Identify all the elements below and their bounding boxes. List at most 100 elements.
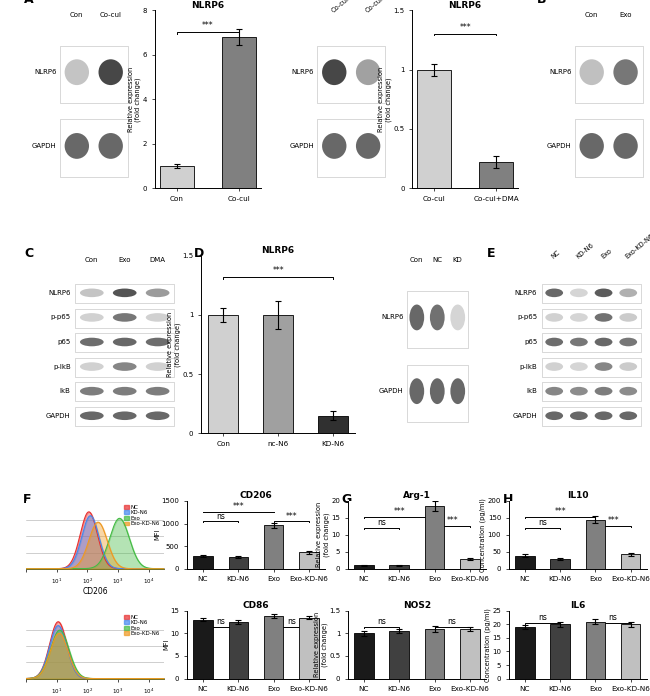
Text: Co-cul: Co-cul <box>330 0 350 14</box>
Bar <box>193 556 213 569</box>
Bar <box>425 506 444 569</box>
Ellipse shape <box>545 363 563 371</box>
Text: Exo: Exo <box>619 12 632 17</box>
Text: Con: Con <box>85 257 99 263</box>
Bar <box>575 46 642 103</box>
Ellipse shape <box>80 363 103 371</box>
Text: NLRP6: NLRP6 <box>549 69 571 75</box>
Y-axis label: MFI: MFI <box>163 639 169 650</box>
Text: Exo-KD-N6: Exo-KD-N6 <box>625 232 650 260</box>
Bar <box>460 629 480 679</box>
Text: ns: ns <box>377 617 386 626</box>
Text: ns: ns <box>216 512 225 521</box>
Bar <box>75 407 174 426</box>
Ellipse shape <box>545 289 563 297</box>
Bar <box>75 308 174 328</box>
Bar <box>229 557 248 569</box>
Text: KD: KD <box>453 257 463 263</box>
Text: Exo: Exo <box>600 247 613 260</box>
Ellipse shape <box>545 313 563 322</box>
Ellipse shape <box>64 133 89 159</box>
Text: ***: *** <box>285 512 297 521</box>
Ellipse shape <box>570 387 588 395</box>
Ellipse shape <box>322 59 346 85</box>
Ellipse shape <box>619 363 637 371</box>
Text: Con: Con <box>70 12 84 17</box>
Ellipse shape <box>619 411 637 420</box>
Bar <box>479 162 514 188</box>
Legend: NC, KD-N6, Exo, Exo-KD-N6: NC, KD-N6, Exo, Exo-KD-N6 <box>123 614 161 638</box>
Ellipse shape <box>619 387 637 395</box>
Text: GAPDH: GAPDH <box>547 143 571 149</box>
Ellipse shape <box>146 289 170 297</box>
Text: Con: Con <box>410 257 424 263</box>
Bar <box>60 46 127 103</box>
Bar <box>389 565 409 569</box>
Text: F: F <box>23 493 31 506</box>
Bar <box>542 382 641 402</box>
Bar <box>551 624 570 679</box>
Ellipse shape <box>430 305 445 331</box>
Ellipse shape <box>99 133 123 159</box>
Ellipse shape <box>146 411 170 420</box>
Text: p-p65: p-p65 <box>51 315 71 320</box>
Ellipse shape <box>113 289 136 297</box>
Ellipse shape <box>356 59 380 85</box>
Bar <box>222 37 256 188</box>
Bar <box>193 620 213 679</box>
Text: ***: *** <box>233 502 244 511</box>
Bar <box>229 622 248 679</box>
Text: p-p65: p-p65 <box>517 315 538 320</box>
Text: IkB: IkB <box>526 388 538 394</box>
Legend: NC, KD-N6, Exo, Exo-KD-N6: NC, KD-N6, Exo, Exo-KD-N6 <box>123 504 161 528</box>
Ellipse shape <box>619 289 637 297</box>
Text: GAPDH: GAPDH <box>289 143 314 149</box>
Bar <box>299 553 318 569</box>
Ellipse shape <box>356 133 380 159</box>
Text: ***: *** <box>447 516 458 525</box>
Bar <box>263 315 293 434</box>
Text: D: D <box>194 247 203 260</box>
Y-axis label: Relative expression
(fold change): Relative expression (fold change) <box>378 67 392 132</box>
Text: ***: *** <box>272 266 284 275</box>
Text: NLRP6: NLRP6 <box>515 290 538 296</box>
Text: NLRP6: NLRP6 <box>34 69 57 75</box>
Title: NLRP6: NLRP6 <box>261 246 294 255</box>
Ellipse shape <box>595 387 612 395</box>
Text: H: H <box>502 493 513 506</box>
Ellipse shape <box>614 59 638 85</box>
Text: ns: ns <box>287 617 296 626</box>
Bar <box>317 120 385 177</box>
Bar <box>299 617 318 679</box>
Y-axis label: Relative expression
(fold change): Relative expression (fold change) <box>127 67 141 132</box>
Ellipse shape <box>545 387 563 395</box>
Bar <box>60 120 127 177</box>
Ellipse shape <box>146 363 170 371</box>
Text: NLRP6: NLRP6 <box>292 69 314 75</box>
X-axis label: CD206: CD206 <box>82 587 108 596</box>
Bar <box>551 559 570 569</box>
Ellipse shape <box>595 313 612 322</box>
Text: GAPDH: GAPDH <box>379 388 404 394</box>
Y-axis label: Relative expression
(fold change): Relative expression (fold change) <box>314 612 328 677</box>
Bar <box>621 624 640 679</box>
Text: Exo: Exo <box>118 257 131 263</box>
Ellipse shape <box>99 59 123 85</box>
Ellipse shape <box>570 313 588 322</box>
Bar <box>460 559 480 569</box>
Text: IkB: IkB <box>60 388 71 394</box>
Text: ***: *** <box>460 23 471 32</box>
Ellipse shape <box>410 305 424 331</box>
Ellipse shape <box>619 313 637 322</box>
Title: CD86: CD86 <box>242 601 269 610</box>
Bar <box>417 70 451 188</box>
Text: C: C <box>24 247 33 260</box>
Text: ns: ns <box>538 613 547 622</box>
Ellipse shape <box>595 363 612 371</box>
Bar <box>575 120 642 177</box>
Text: DMA: DMA <box>150 257 166 263</box>
Text: E: E <box>487 247 495 260</box>
Bar <box>542 358 641 377</box>
Bar <box>75 358 174 377</box>
Ellipse shape <box>146 387 170 395</box>
